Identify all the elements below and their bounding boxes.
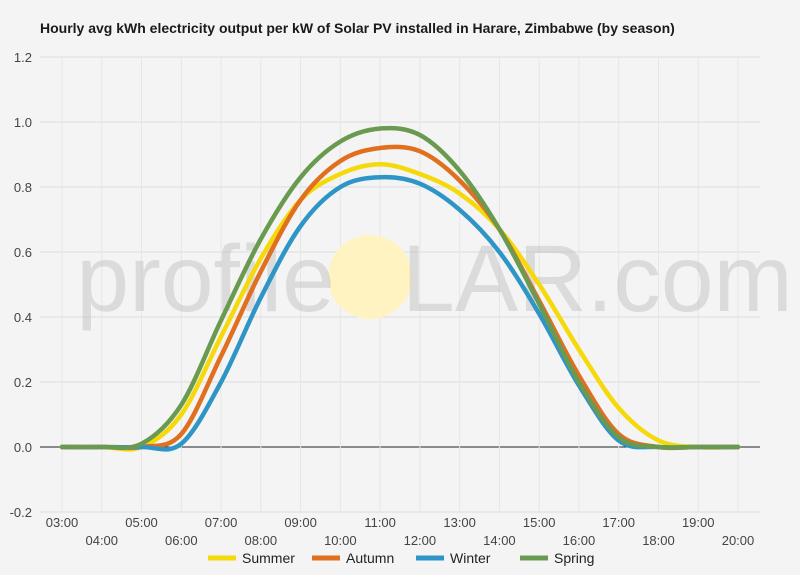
- y-tick-label: 1.0: [14, 115, 32, 130]
- y-tick-label: 0.4: [14, 310, 32, 325]
- x-tick-label: 03:00: [46, 515, 79, 530]
- series-line-autumn: [59, 144, 741, 451]
- chart-title: Hourly avg kWh electricity output per kW…: [40, 20, 675, 36]
- legend-label-summer: Summer: [242, 550, 295, 566]
- x-tick-label: 18:00: [642, 533, 675, 548]
- x-tick-label: 10:00: [324, 533, 357, 548]
- y-tick-label: 0.0: [14, 440, 32, 455]
- watermark-right-text: LAR.com: [402, 226, 793, 332]
- x-tick-label: 08:00: [245, 533, 278, 548]
- y-tick-label: 1.2: [14, 50, 32, 65]
- series-line-spring: [59, 125, 741, 451]
- x-tick-label: 11:00: [364, 515, 396, 530]
- y-axis-tick-labels: -0.2 0.0 0.2 0.4 0.6 0.8 1.0 1.2: [10, 50, 32, 520]
- x-tick-label: 15:00: [523, 515, 556, 530]
- y-tick-label: 0.6: [14, 245, 32, 260]
- x-tick-label: 05:00: [125, 515, 158, 530]
- x-tick-label: 17:00: [602, 515, 635, 530]
- x-tick-label: 06:00: [165, 533, 198, 548]
- x-tick-label: 12:00: [404, 533, 437, 548]
- legend: Summer Autumn Winter Spring: [208, 550, 594, 566]
- legend-label-winter: Winter: [450, 550, 491, 566]
- series-line-winter: [59, 174, 741, 452]
- legend-label-spring: Spring: [554, 550, 594, 566]
- x-tick-label: 19:00: [682, 515, 715, 530]
- x-tick-label: 20:00: [722, 533, 755, 548]
- x-tick-label: 07:00: [205, 515, 238, 530]
- watermark-sun: [328, 235, 412, 319]
- series-lines: [59, 125, 741, 452]
- series-line-summer: [59, 162, 741, 452]
- x-axis-tick-labels: 03:00 04:00 05:00 06:00 07:00 08:00 09:00 10:00…: [46, 515, 755, 548]
- x-tick-label: 14:00: [483, 533, 516, 548]
- legend-label-autumn: Autumn: [346, 550, 394, 566]
- x-tick-label: 16:00: [563, 533, 596, 548]
- watermark: profile LAR.com: [76, 226, 792, 332]
- y-tick-label: -0.2: [10, 505, 32, 520]
- x-tick-label: 13:00: [443, 515, 476, 530]
- y-tick-label: 0.2: [14, 375, 32, 390]
- y-tick-label: 0.8: [14, 180, 32, 195]
- gridlines: [40, 56, 760, 513]
- x-tick-label: 04:00: [85, 533, 118, 548]
- x-tick-label: 09:00: [284, 515, 317, 530]
- watermark-left-text: profile: [76, 226, 335, 332]
